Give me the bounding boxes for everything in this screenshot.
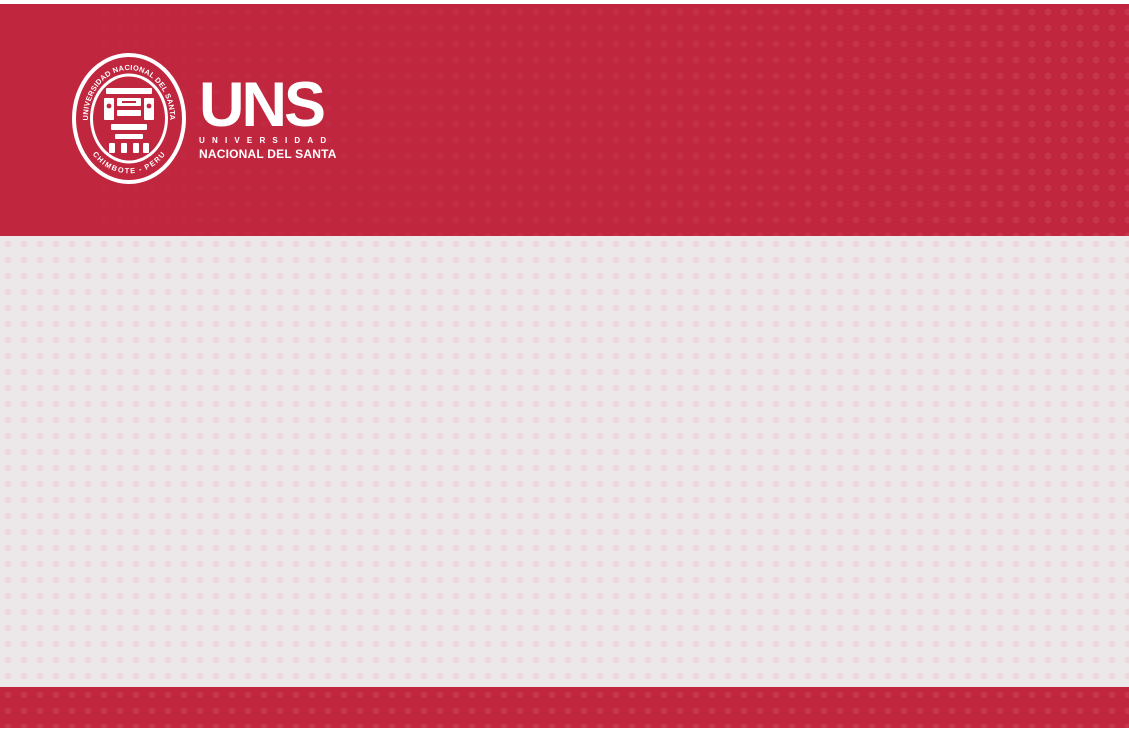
footer-band [0,687,1129,728]
university-seal-icon: UNIVERSIDAD NACIONAL DEL SANTA CHIMBOTE … [72,52,186,184]
brand-acronym: UNS [199,69,326,140]
brand-line-name: NACIONAL DEL SANTA [199,146,337,161]
university-logo: UNIVERSIDAD NACIONAL DEL SANTA CHIMBOTE … [71,50,341,186]
brand-line-universidad: UNIVERSIDAD [199,135,334,145]
header-band [0,4,1129,236]
content-area [0,236,1129,687]
wordmark: UNS UNIVERSIDAD NACIONAL DEL SANTA [199,69,337,161]
